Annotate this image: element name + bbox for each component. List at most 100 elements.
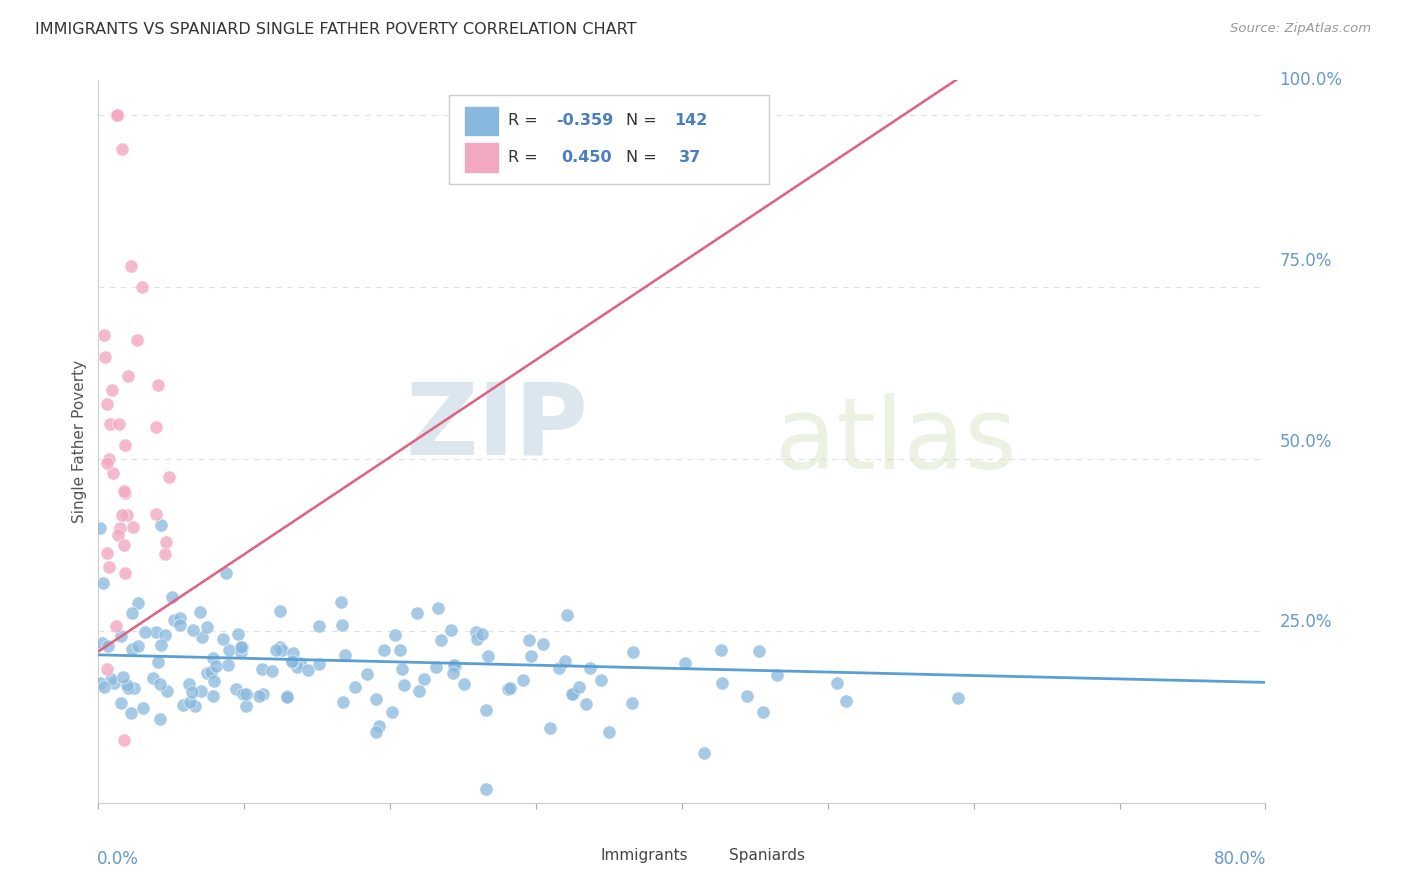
Point xyxy=(280,655,302,669)
Point xyxy=(574,697,596,711)
Point xyxy=(467,632,489,646)
Point xyxy=(94,350,117,364)
Point xyxy=(443,657,465,672)
Point xyxy=(235,687,257,701)
Point xyxy=(673,657,696,671)
Point xyxy=(111,508,134,522)
Text: IMMIGRANTS VS SPANIARD SINGLE FATHER POVERTY CORRELATION CHART: IMMIGRANTS VS SPANIARD SINGLE FATHER POV… xyxy=(35,22,637,37)
Point xyxy=(344,681,367,695)
Point xyxy=(270,642,292,657)
FancyBboxPatch shape xyxy=(464,106,499,136)
Point xyxy=(308,619,330,633)
Point xyxy=(96,397,118,411)
Point xyxy=(471,627,494,641)
Text: N =: N = xyxy=(626,113,662,128)
Point xyxy=(155,628,177,642)
Text: atlas: atlas xyxy=(775,393,1017,490)
Point xyxy=(498,681,520,696)
Point xyxy=(184,699,207,714)
Text: Source: ZipAtlas.com: Source: ZipAtlas.com xyxy=(1230,22,1371,36)
Point xyxy=(297,663,319,677)
Point xyxy=(114,438,136,452)
Point xyxy=(285,660,308,674)
Point xyxy=(477,648,499,663)
Point xyxy=(114,486,136,500)
Point xyxy=(122,681,145,695)
Text: ZIP: ZIP xyxy=(406,378,589,475)
Point xyxy=(229,645,252,659)
Point xyxy=(384,627,406,641)
Point xyxy=(364,725,387,739)
Point xyxy=(96,663,118,677)
Point xyxy=(181,685,204,699)
Point xyxy=(499,681,522,696)
Point xyxy=(554,654,576,668)
Point xyxy=(150,518,173,533)
Point xyxy=(160,591,183,605)
Point xyxy=(269,604,291,618)
Point xyxy=(132,701,155,715)
Point xyxy=(280,655,302,669)
Point xyxy=(183,624,205,638)
Point xyxy=(356,667,378,681)
Point xyxy=(751,705,773,719)
Point xyxy=(89,520,111,534)
Point xyxy=(145,625,167,640)
Point xyxy=(125,333,148,347)
Point xyxy=(693,746,716,760)
Point xyxy=(105,108,128,122)
Point xyxy=(155,535,177,549)
Point xyxy=(212,632,235,646)
Point xyxy=(405,606,427,620)
Point xyxy=(110,696,132,710)
Point xyxy=(93,327,115,342)
Point xyxy=(90,636,112,650)
Point xyxy=(231,640,253,654)
Point xyxy=(169,611,191,625)
Point xyxy=(195,620,218,634)
Point xyxy=(97,559,120,574)
Point xyxy=(465,624,488,639)
Point xyxy=(711,676,734,690)
Point xyxy=(430,632,453,647)
Point xyxy=(105,108,128,122)
Point xyxy=(112,538,135,552)
Point xyxy=(112,483,135,498)
Point xyxy=(364,692,387,706)
Text: R =: R = xyxy=(508,150,543,165)
Text: 0.450: 0.450 xyxy=(562,150,613,165)
Point xyxy=(252,662,274,676)
Y-axis label: Single Father Poverty: Single Father Poverty xyxy=(72,360,87,523)
Text: 50.0%: 50.0% xyxy=(1279,433,1331,450)
Point xyxy=(329,595,352,609)
Point xyxy=(115,508,138,522)
Point xyxy=(413,673,436,687)
Point xyxy=(202,674,225,689)
Point xyxy=(107,528,129,542)
Point xyxy=(269,640,291,655)
Point xyxy=(561,687,583,701)
Point xyxy=(568,680,591,694)
Point xyxy=(252,687,274,701)
Point xyxy=(188,606,211,620)
Point xyxy=(231,640,253,654)
Point xyxy=(392,677,415,691)
Text: 100.0%: 100.0% xyxy=(1279,71,1343,89)
Point xyxy=(146,378,169,392)
Point xyxy=(101,466,124,480)
Point xyxy=(519,632,541,647)
Text: 80.0%: 80.0% xyxy=(1215,850,1267,868)
Point xyxy=(440,624,463,638)
Point xyxy=(201,689,224,703)
Point xyxy=(153,547,176,561)
Point xyxy=(475,782,498,797)
Point xyxy=(215,566,238,580)
Point xyxy=(555,607,578,622)
Point xyxy=(100,672,122,686)
Point xyxy=(621,645,644,659)
Point xyxy=(441,666,464,681)
Point xyxy=(548,661,571,675)
Point xyxy=(98,417,121,432)
Point xyxy=(115,678,138,692)
Point xyxy=(163,613,186,627)
